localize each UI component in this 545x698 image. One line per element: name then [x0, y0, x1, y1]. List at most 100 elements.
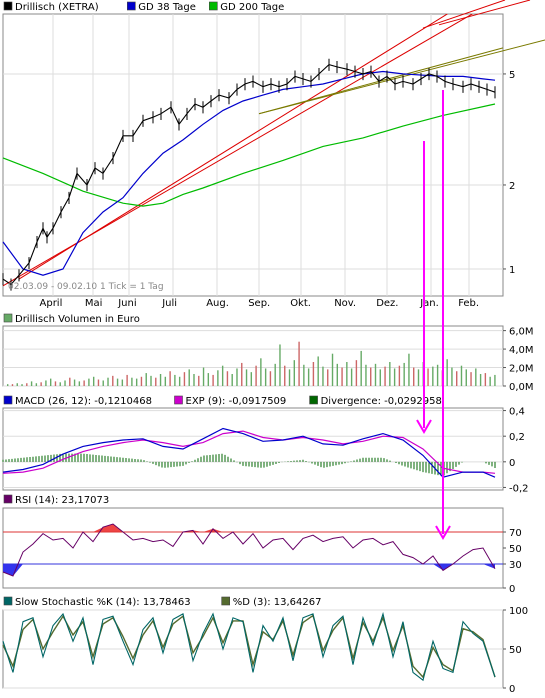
price-xtick-label-8: Dez.	[376, 298, 398, 309]
price-xtick-label-5: Sep.	[248, 298, 270, 309]
volume-bar-36	[178, 376, 181, 386]
price-info-text: 02.03.09 - 09.02.10 1 Tick = 1 Tag	[8, 282, 164, 292]
stoch-series-k	[2, 611, 496, 682]
price-legend-swatch-2	[209, 1, 218, 11]
volume-bar-46	[226, 371, 229, 386]
volume-bar-102	[494, 374, 496, 386]
volume-bar-62	[303, 364, 305, 386]
volume-bar-86	[417, 369, 420, 386]
volume-bar-17	[88, 378, 90, 386]
stoch-ytick-label-0: 100	[509, 606, 528, 617]
volume-bar-94	[456, 371, 458, 386]
price-xtick-label-7: Nov.	[334, 298, 356, 309]
volume-bar-44	[217, 370, 219, 386]
macd-ytick-label-1: 0,2	[509, 432, 525, 443]
price-legend-label-1: GD 38 Tage	[138, 2, 196, 13]
macd-series-exp	[2, 430, 496, 474]
volume-bar-43	[212, 374, 214, 386]
macd-legend-swatch-1	[174, 395, 183, 405]
volume-bar-10	[54, 381, 57, 386]
price-legend-swatch-1	[127, 1, 136, 11]
rsi-oversold-fill	[3, 564, 495, 576]
volume-bar-0	[7, 384, 9, 386]
volume-bar-101	[489, 376, 491, 386]
volume-bar-26	[131, 377, 133, 386]
macd-ytick-label-0: 0,4	[509, 407, 525, 418]
volume-bar-14	[73, 379, 76, 386]
volume-bar-12	[64, 380, 66, 386]
volume-bar-84	[408, 353, 410, 386]
volume-bar-76	[370, 367, 372, 386]
rsi-series	[2, 523, 496, 577]
volume-bar-93	[451, 367, 453, 386]
volume-panel: Drillisch Volumen in Euro 6,0M 4,0M 2,0M 0,0…	[2, 313, 534, 393]
rsi-frame	[2, 507, 504, 589]
price-xtick-label-10: Feb.	[458, 298, 479, 309]
volume-bar-49	[241, 362, 243, 386]
price-series-gd38	[2, 70, 496, 276]
price-legend-swatch-0	[3, 1, 13, 11]
volume-bar-38	[188, 369, 190, 386]
volume-bar-37	[183, 372, 186, 386]
volume-bar-39	[193, 374, 195, 386]
volume-bar-98	[475, 368, 477, 386]
volume-bar-40	[198, 375, 200, 386]
stoch-ytick-label-2: 0	[509, 684, 515, 695]
volume-bar-35	[174, 374, 176, 386]
volume-ytick-label-3: 0,0M	[509, 382, 534, 393]
price-trendline-1	[18, 14, 449, 280]
volume-bar-1	[11, 384, 14, 386]
volume-bar-9	[49, 378, 52, 386]
volume-ytick-label-2: 2,0M	[509, 364, 534, 375]
price-ytick-label-2: 1	[509, 265, 515, 276]
volume-bar-100	[484, 373, 487, 386]
volume-bar-50	[245, 369, 248, 386]
price-legend-label-2: GD 200 Tage	[220, 2, 284, 13]
stoch-legend-swatch-1	[221, 596, 230, 606]
price-xtick-label-3: Juli	[161, 298, 177, 309]
volume-bar-96	[465, 369, 467, 386]
arrow-1-head	[416, 419, 432, 434]
volume-bar-65	[317, 356, 319, 386]
stoch-legend-label-1: %D (3): 13,64267	[233, 597, 322, 608]
volume-bar-63	[307, 368, 310, 386]
volume-bar-52	[255, 365, 257, 386]
volume-bar-61	[298, 341, 300, 386]
volume-bar-5	[30, 381, 33, 386]
volume-bar-71	[346, 362, 348, 386]
volume-bar-82	[398, 365, 401, 386]
volume-bar-24	[121, 379, 124, 386]
rsi-panel: RSI (14): 23,17073 70 50 30 0	[2, 494, 522, 595]
price-channel-ext-2	[438, 0, 531, 26]
stoch-legend-label-0: Slow Stochastic %K (14): 13,78463	[15, 597, 191, 608]
volume-bar-18	[92, 376, 95, 386]
macd-panel: MACD (26, 12): -0,1210468 EXP (9): -0,091…	[2, 395, 529, 494]
stoch-legend-swatch-0	[3, 596, 13, 606]
volume-bar-60	[293, 360, 296, 386]
volume-bar-27	[135, 378, 138, 386]
stochastic-panel: Slow Stochastic %K (14): 13,78463 %D (3):…	[2, 596, 528, 695]
macd-series-macd	[2, 427, 496, 478]
volume-bar-11	[59, 382, 61, 386]
rsi-ytick-label-3: 0	[509, 584, 515, 595]
volume-bar-78	[379, 369, 381, 386]
volume-bar-59	[288, 369, 291, 386]
price-ytick-label-0: 5	[509, 70, 515, 81]
price-xtick-label-0: April	[40, 298, 63, 309]
price-panel: Drillisch (XETRA) GD 38 Tage GD 200 Tage Ap…	[2, 0, 545, 309]
volume-bar-15	[78, 381, 81, 386]
rsi-overbought-fill	[3, 524, 495, 532]
volume-bar-72	[350, 368, 353, 386]
volume-frame	[2, 325, 504, 387]
volume-bar-54	[264, 368, 267, 386]
volume-bar-79	[384, 366, 386, 386]
volume-legend-swatch-0	[3, 313, 13, 323]
volume-bar-51	[250, 372, 253, 386]
volume-bar-31	[155, 377, 157, 386]
volume-bar-42	[207, 373, 210, 386]
volume-bar-56	[274, 363, 276, 386]
macd-ytick-label-3: -0,2	[509, 483, 529, 494]
volume-bar-47	[231, 374, 233, 386]
volume-legend-label-0: Drillisch Volumen in Euro	[15, 314, 140, 325]
volume-bar-81	[393, 368, 396, 386]
